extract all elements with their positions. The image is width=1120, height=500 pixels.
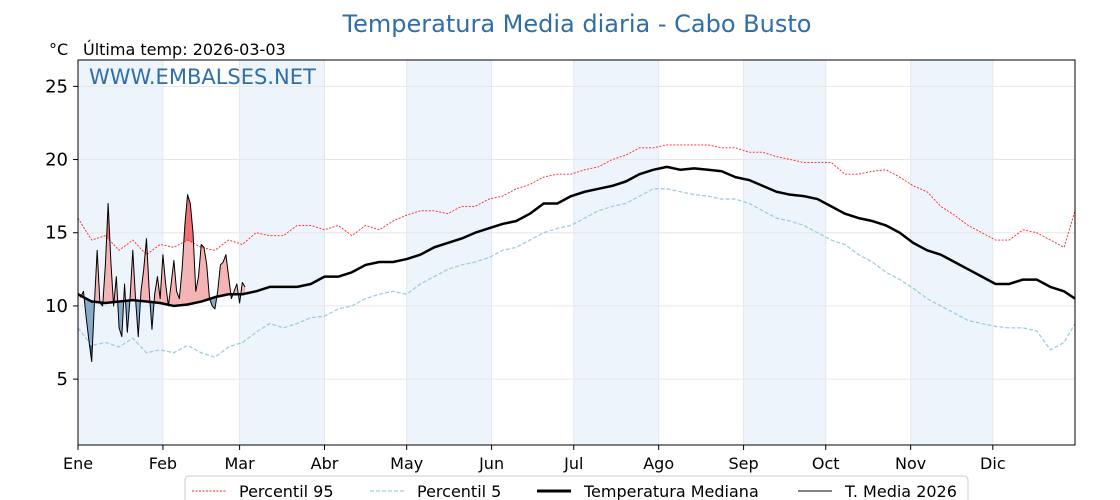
plot-frame	[77, 59, 1076, 446]
x-tick-label: Jun	[478, 454, 504, 473]
y-tick-label: 25	[45, 76, 68, 97]
median-line	[77, 165, 1076, 308]
fill-above-median	[220, 261, 224, 297]
month-shade-nov	[910, 60, 993, 445]
x-tick-label: Jul	[563, 454, 583, 473]
x-tick-label: Nov	[895, 454, 926, 473]
x-tick-label: Feb	[149, 454, 177, 473]
legend: Percentil 95 Percentil 5 Temperatura Med…	[184, 475, 969, 500]
p95-line	[77, 144, 1076, 256]
legend-p5-label: Percentil 5	[417, 482, 501, 500]
legend-box	[184, 475, 969, 500]
x-tick-label: May	[390, 454, 423, 473]
p5-line	[77, 188, 1076, 358]
legend-current-label: T. Media 2026	[844, 482, 957, 500]
y-tick-label: 5	[57, 369, 68, 390]
x-tick-label: Dic	[980, 454, 1006, 473]
x-tick-label: Ene	[63, 454, 93, 473]
legend-p95-label: Percentil 95	[239, 482, 334, 500]
watermark: WWW.EMBALSES.NET	[89, 65, 316, 89]
y-tick-label: 15	[45, 223, 68, 244]
y-tick-label: 20	[45, 150, 68, 171]
x-tick-label: Sep	[729, 454, 759, 473]
y-axis-unit: °C	[49, 40, 68, 59]
month-shade-mar	[239, 60, 325, 445]
chart-title: Temperatura Media diaria - Cabo Busto	[342, 10, 812, 38]
month-shade-sep	[743, 60, 826, 445]
x-tick-label: Ago	[643, 454, 674, 473]
legend-median-label: Temperatura Mediana	[583, 482, 759, 500]
x-tick-label: Mar	[225, 454, 256, 473]
last-temp-label: Última temp: 2026-03-03	[83, 40, 286, 59]
month-shade-jul	[573, 60, 659, 445]
month-shade-ene	[78, 60, 163, 445]
month-shade-may	[406, 60, 492, 445]
x-tick-label: Abr	[311, 454, 339, 473]
fill-above-median	[201, 244, 205, 302]
y-tick-label: 10	[45, 296, 68, 317]
x-tick-label: Oct	[812, 454, 840, 473]
current-year-line	[77, 194, 246, 363]
